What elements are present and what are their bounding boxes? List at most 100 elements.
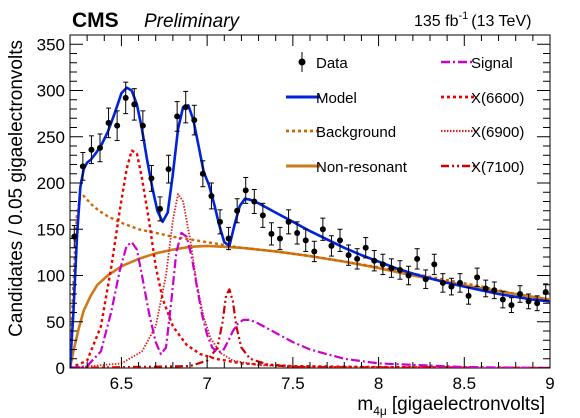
data-point <box>362 237 369 259</box>
data-point <box>277 226 283 251</box>
luminosity-label: 135 fb-1 (13 TeV) <box>414 10 531 30</box>
data-point <box>225 226 232 251</box>
legend-entry-x-6900: X(6900) <box>441 124 524 141</box>
series-line-x-6900 <box>70 193 550 368</box>
data-point <box>397 260 403 280</box>
energy-value: (13 TeV) <box>471 13 531 30</box>
luminosity-value: 135 fb <box>414 13 459 30</box>
data-point <box>208 182 215 210</box>
data-point <box>242 176 249 204</box>
legend-label: X(7100) <box>471 159 524 176</box>
data-point <box>174 101 181 132</box>
x-tick-label: 8.5 <box>452 374 476 393</box>
legend-entry-signal: Signal <box>441 55 513 72</box>
series-line-background <box>70 194 550 368</box>
legend: Data Model Background Non-resonant Signal X(6… <box>286 52 524 176</box>
data-point <box>422 269 429 289</box>
data-point <box>217 209 223 235</box>
x-tick-label: 6.5 <box>110 374 134 393</box>
data-point <box>294 221 301 245</box>
data-point <box>431 253 438 276</box>
data-point <box>105 107 112 139</box>
data-point <box>337 228 343 252</box>
legend-label: Model <box>316 90 357 107</box>
data-point <box>379 253 386 276</box>
x-axis: 6.5 7 7.5 8 8.5 9 <box>69 35 555 393</box>
legend-label: Non-resonant <box>316 159 408 176</box>
y-tick-label: 100 <box>37 267 65 286</box>
y-axis: 0 50 100 150 200 250 300 350 <box>37 34 550 378</box>
data-point <box>131 88 138 121</box>
data-point <box>439 273 446 293</box>
data-point <box>251 188 258 215</box>
preliminary-label: Preliminary <box>144 11 241 32</box>
series-line-non-resonant <box>70 244 550 368</box>
data-point <box>182 90 189 124</box>
data-point <box>97 133 103 163</box>
data-point <box>405 265 412 286</box>
data-point <box>114 110 121 141</box>
legend-entry-non-resonant: Non-resonant <box>286 159 408 176</box>
data-point <box>79 151 86 181</box>
legend-entry-x-6600: X(6600) <box>441 90 524 107</box>
series-line-x-6600 <box>70 149 550 368</box>
data-point <box>268 222 275 246</box>
data-point <box>525 293 532 310</box>
data-point <box>474 267 481 288</box>
x-tick-label: 7 <box>202 374 211 393</box>
x-axis-title-main: m <box>357 394 373 415</box>
data-point <box>259 202 266 228</box>
data-point <box>88 135 95 165</box>
y-tick-label: 250 <box>37 128 65 147</box>
data-point <box>517 285 523 303</box>
data-point <box>345 244 352 266</box>
data-point <box>148 164 155 192</box>
data-point <box>302 228 309 252</box>
x-tick-label: 8 <box>374 374 383 393</box>
data-point <box>499 290 506 309</box>
data-point <box>165 154 172 184</box>
legend-entry-model: Model <box>286 90 357 107</box>
legend-entry-data: Data <box>298 52 348 72</box>
data-point <box>122 81 129 115</box>
legend-label: Data <box>316 55 348 72</box>
legend-label: Signal <box>471 55 513 72</box>
data-point <box>388 258 395 278</box>
data-point <box>199 160 206 188</box>
y-tick-label: 150 <box>37 220 65 239</box>
data-point <box>465 287 472 305</box>
y-tick-label: 350 <box>37 35 65 54</box>
data-point <box>311 240 318 263</box>
legend-label: X(6600) <box>471 90 524 107</box>
x-tick-label: 9 <box>545 374 554 393</box>
data-point <box>234 198 241 224</box>
data-point <box>319 217 326 241</box>
legend-label: X(6900) <box>471 124 524 141</box>
x-axis-title: m4μ [gigaelectronvolts] <box>357 394 545 418</box>
y-axis-title: Candidates / 0.05 gigaelectronvolts <box>6 40 27 337</box>
legend-entry-background: Background <box>286 124 396 141</box>
data-point <box>491 281 498 300</box>
series-line-x-7100 <box>70 288 550 368</box>
x-axis-title-subscript: 4μ <box>373 404 387 418</box>
data-point <box>414 248 421 270</box>
y-tick-label: 300 <box>37 82 65 101</box>
x-tick-label: 7.5 <box>281 374 305 393</box>
data-point <box>482 279 489 298</box>
legend-label: Background <box>316 124 396 141</box>
data-point <box>448 277 455 296</box>
plot-frame <box>69 34 551 369</box>
data-point <box>354 248 361 270</box>
legend-entry-x-7100: X(7100) <box>441 159 524 176</box>
data-points-layer <box>71 81 549 313</box>
data-point <box>508 297 515 313</box>
luminosity-exponent: -1 <box>458 10 468 22</box>
y-tick-label: 50 <box>46 313 65 332</box>
data-point <box>191 104 198 136</box>
data-point <box>534 295 541 312</box>
data-point <box>285 209 292 235</box>
data-point <box>157 196 163 222</box>
data-point <box>328 235 335 257</box>
data-point <box>371 250 378 272</box>
